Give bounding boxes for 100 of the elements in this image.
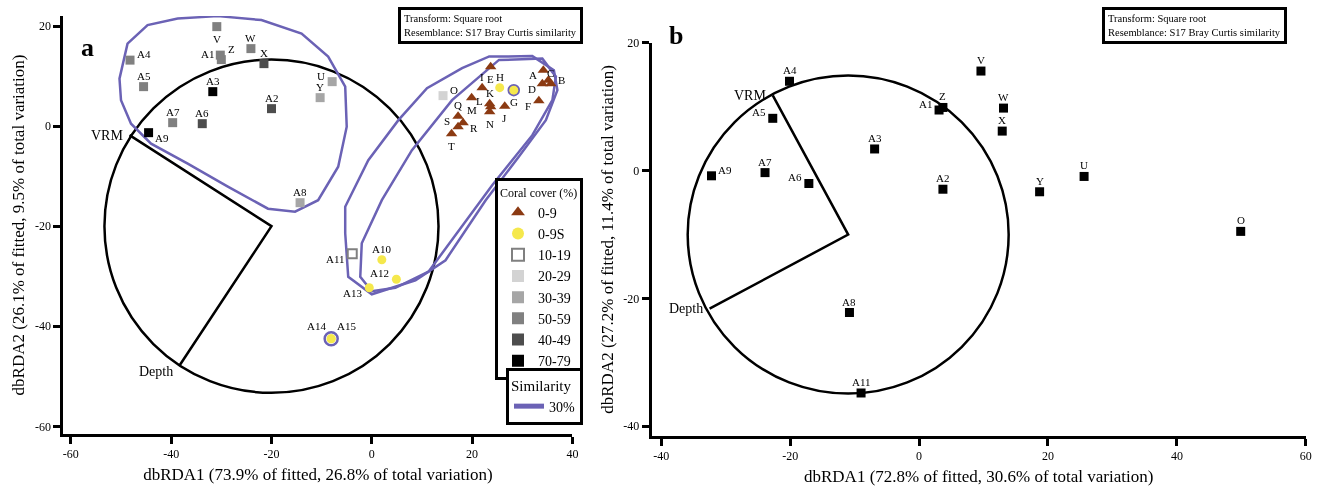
x-tick-label: 20 [1041,449,1054,464]
x-tick-label: 0 [916,449,923,464]
point [1236,226,1246,236]
point [1035,187,1045,197]
annotation: U [317,70,325,82]
legend-label: 20-29 [538,269,571,285]
y-tick-label: -60 [34,419,51,434]
y-tick-label: 0 [633,163,640,178]
legend-label: 0-9 [538,205,557,221]
x-tick-label: 40 [1170,449,1183,464]
annotation: K [486,87,494,99]
annotation: A12 [370,267,389,279]
point [346,248,358,260]
annotation: R [470,122,478,134]
annotation: a [81,33,94,62]
annotation: Z [228,43,235,55]
point [856,388,866,398]
annotation: A [529,69,537,81]
point [760,168,770,178]
point [533,95,545,104]
annotation: A7 [166,106,180,118]
y-tick-label: -20 [34,219,51,234]
point [125,55,135,65]
y-tick-label: 20 [627,36,640,51]
annotation: A7 [758,156,772,168]
x-tick-label: 60 [1299,449,1312,464]
annotation: A2 [936,172,950,184]
annotation: O [1237,214,1245,226]
x-tick-label: -20 [263,447,280,462]
point [938,102,948,112]
annotation: A2 [265,92,279,104]
point [438,91,448,101]
legend-label: 30-39 [538,290,571,306]
annotation: 30% [549,399,575,415]
annotation: A13 [343,287,363,299]
x-axis-title: dbRDA1 (72.8% of fitted, 30.6% of total variation) [804,466,1154,486]
annotation: D [528,83,536,95]
legend-label: 50-59 [538,311,571,327]
point [259,59,269,69]
annotation: A10 [372,243,392,255]
annotation: Z [939,90,946,102]
annotation: A1 [919,98,933,110]
point [545,78,557,87]
legend-title: Coral cover (%) [500,185,578,200]
annotation: A5 [752,106,766,118]
annotation: A5 [137,70,151,82]
point [495,83,505,93]
annotation: C [547,67,555,79]
annotation: A15 [337,320,357,332]
point [246,44,256,54]
annotation: A6 [788,171,802,183]
annotation: I [480,71,484,83]
annotation: V [213,33,221,45]
point [139,82,149,92]
annotation: A8 [293,186,307,198]
point [391,274,401,284]
x-tick-label: 0 [368,447,375,462]
point [197,119,207,129]
point [377,255,387,265]
point [804,178,814,188]
annotation: A4 [783,64,797,76]
annotation: T [448,140,455,152]
x-tick-label: -40 [163,447,180,462]
x-axis-title: dbRDA1 (73.9% of fitted, 26.8% of total variation) [143,464,493,484]
annotation: B [558,74,566,86]
annotation: G [510,96,518,108]
annotation: Transform: Square root Resemblance: S17 Bray Curtis similarity [404,13,577,38]
annotation: b [669,21,684,50]
point [144,128,154,138]
annotation: A6 [195,107,209,119]
annotation: A11 [326,253,345,265]
annotation: W [998,91,1009,103]
annotation: A8 [842,296,856,308]
x-tick-label: 20 [466,447,479,462]
annotation: Q [454,99,462,111]
point [216,55,226,65]
point [844,308,854,317]
point [1079,171,1089,181]
y-tick-label: -40 [623,419,640,434]
legend-label: 70-79 [538,354,571,370]
annotation: VRM [734,88,767,103]
point [768,113,778,123]
annotation: E [487,73,494,85]
legend-label: 40-49 [538,333,571,349]
annotation: Similarity [511,377,572,394]
point [168,118,178,128]
y-axis-title: dbRDA2 (26.1% of fitted, 9.5% of total variation) [9,54,29,396]
annotation: A4 [137,48,151,60]
point [315,93,325,103]
text: Transform: Square root Resemblance: S17 Bray Curtis similarity [1108,13,1281,38]
point [976,66,986,76]
annotation: M [467,104,477,116]
annotation: V [977,54,985,66]
annotation: A3 [206,75,220,87]
annotation: J [502,112,507,124]
point [452,121,464,130]
annotation: U [1080,159,1088,171]
annotation: S [444,115,451,127]
annotation: L [476,95,483,107]
y-tick-label: 0 [44,119,51,134]
